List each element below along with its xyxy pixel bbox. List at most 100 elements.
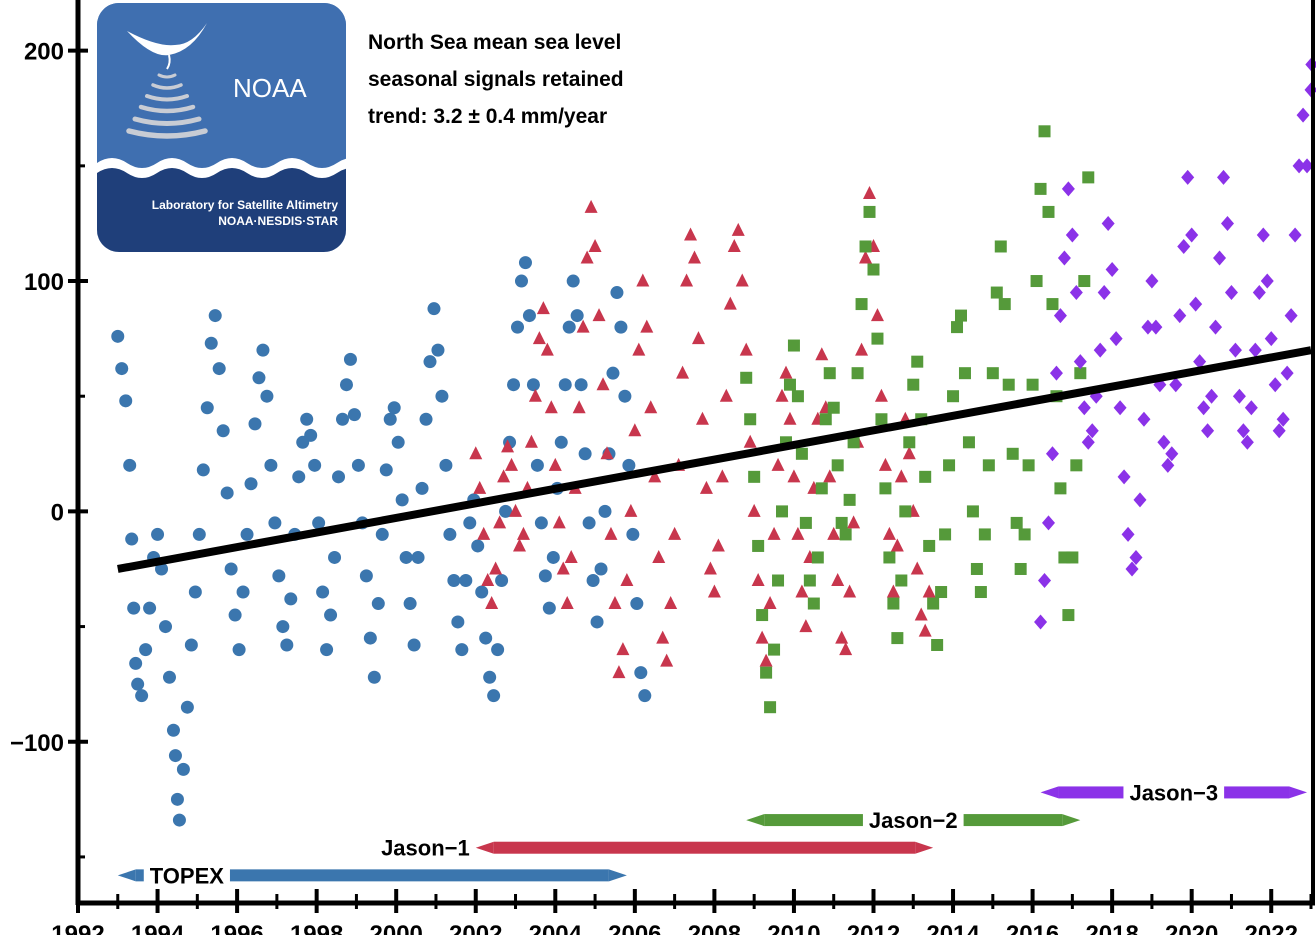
point-topex-6: [129, 656, 143, 670]
point-jason-2-25: [839, 528, 852, 541]
point-jason-3-9: [1069, 285, 1083, 301]
point-jason-1-102: [874, 388, 888, 402]
point-jason-1-64: [723, 296, 737, 310]
point-jason-3-40: [1193, 354, 1207, 370]
point-jason-2-65: [998, 298, 1011, 311]
point-topex-88: [447, 574, 461, 587]
point-jason-1-32: [596, 377, 610, 391]
point-topex-43: [268, 516, 282, 530]
point-topex-45: [276, 620, 290, 634]
point-jason-3-15: [1093, 342, 1107, 358]
point-jason-1-41: [632, 342, 646, 356]
point-jason-1-98: [859, 250, 873, 264]
point-topex-10: [143, 601, 157, 615]
point-jason-1-16: [532, 331, 546, 345]
period-arrow-topex-right-head: [608, 869, 627, 882]
point-jason-1-37: [616, 642, 630, 656]
point-jason-1-93: [839, 642, 853, 656]
point-topex-38: [248, 417, 262, 431]
point-jason-3-34: [1169, 377, 1183, 393]
point-topex-56: [320, 643, 334, 657]
point-topex-124: [590, 615, 604, 629]
point-jason-2-0: [740, 371, 753, 384]
point-jason-1-107: [894, 469, 908, 483]
period-arrow-topex: [117, 869, 627, 882]
point-jason-3-25: [1133, 492, 1147, 508]
point-jason-2-20: [819, 413, 832, 426]
point-topex-32: [224, 562, 238, 576]
point-topex-54: [312, 516, 326, 530]
point-jason-3-10: [1073, 354, 1087, 370]
point-jason-3-56: [1256, 227, 1270, 243]
point-jason-1-72: [755, 630, 769, 644]
point-jason-1-27: [576, 319, 590, 333]
point-jason-2-50: [939, 528, 952, 541]
point-jason-2-60: [978, 528, 991, 541]
mission-label-jason-2: Jason−2: [869, 808, 958, 833]
point-jason-2-43: [911, 355, 924, 368]
x-tick-label-5: 2002: [449, 921, 502, 935]
point-topex-35: [236, 585, 250, 599]
point-jason-2-18: [811, 551, 824, 564]
period-bar-topex-a: [135, 869, 144, 882]
point-jason-3-13: [1085, 423, 1099, 439]
point-topex-40: [256, 343, 270, 357]
point-jason-2-6: [764, 701, 777, 714]
point-jason-2-58: [970, 562, 983, 575]
point-jason-2-16: [803, 574, 816, 587]
mission-label-jason-3: Jason−3: [1129, 780, 1218, 805]
point-jason-2-86: [1082, 171, 1095, 184]
point-topex-99: [491, 643, 505, 657]
point-jason-2-81: [1062, 609, 1075, 622]
point-jason-2-11: [783, 378, 796, 391]
point-jason-2-34: [875, 413, 888, 426]
point-topex-18: [170, 792, 184, 806]
point-topex-27: [204, 336, 218, 350]
point-jason-1-78: [779, 365, 793, 379]
point-jason-1-90: [827, 526, 841, 540]
point-jason-1-91: [831, 573, 845, 586]
point-topex-89: [451, 615, 465, 629]
point-jason-1-49: [664, 596, 678, 610]
point-jason-3-21: [1117, 469, 1131, 485]
point-topex-104: [511, 320, 525, 334]
point-topex-82: [423, 355, 437, 369]
point-jason-3-53: [1244, 400, 1258, 416]
y-tick-label-2: 0: [51, 499, 64, 526]
point-jason-3-3: [1045, 446, 1059, 462]
point-topex-9: [139, 643, 153, 657]
point-topex-52: [304, 428, 318, 442]
point-jason-3-11: [1077, 400, 1091, 416]
point-jason-3-19: [1109, 331, 1123, 347]
point-jason-1-36: [612, 665, 626, 679]
point-jason-2-45: [919, 470, 932, 483]
point-topex-1: [115, 362, 129, 376]
point-jason-3-0: [1034, 614, 1048, 630]
point-jason-2-40: [899, 505, 912, 518]
point-jason-1-47: [656, 630, 670, 644]
point-jason-2-33: [871, 332, 884, 345]
trend-line: [117, 346, 1312, 573]
x-tick-label-1: 1994: [131, 921, 185, 935]
point-jason-3-50: [1232, 388, 1246, 404]
point-jason-2-17: [807, 597, 820, 610]
point-jason-2-77: [1046, 298, 1059, 311]
point-jason-1-42: [636, 273, 650, 287]
point-jason-1-71: [751, 573, 765, 586]
point-jason-1-57: [695, 411, 709, 425]
point-jason-1-106: [890, 538, 904, 552]
point-jason-1-111: [910, 561, 924, 575]
point-topex-31: [220, 486, 234, 500]
point-jason-2-35: [879, 482, 892, 495]
point-topex-79: [411, 550, 425, 564]
point-jason-1-74: [763, 596, 777, 610]
point-jason-1-11: [512, 538, 526, 552]
point-topex-86: [439, 458, 453, 472]
point-topex-30: [216, 424, 230, 438]
x-tick-label-12: 2016: [1006, 921, 1059, 935]
point-jason-2-57: [966, 505, 979, 518]
period-arrow-jason-2-right-head: [1062, 814, 1081, 827]
point-jason-1-82: [795, 584, 809, 598]
point-jason-2-24: [835, 516, 848, 529]
point-jason-1-101: [870, 308, 884, 322]
